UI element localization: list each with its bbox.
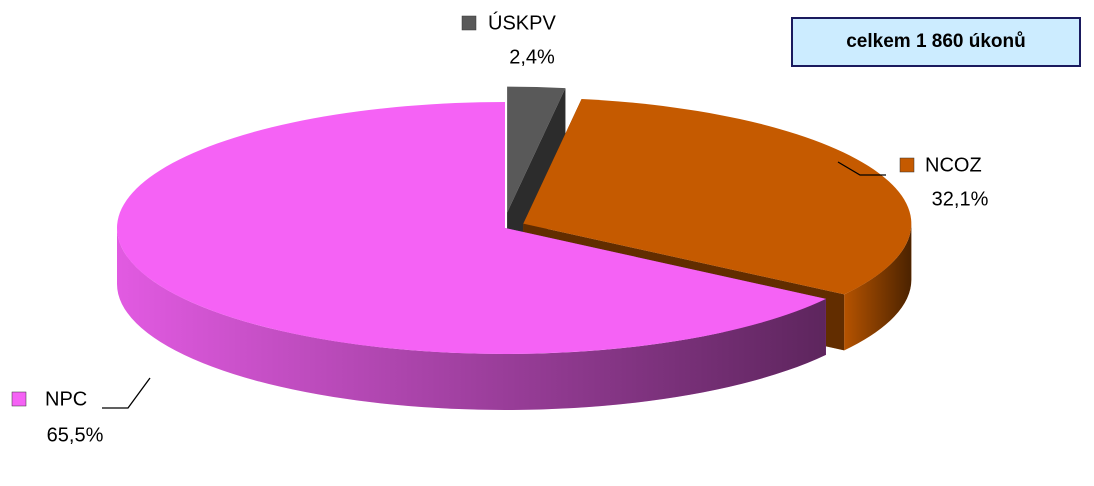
slice-label: NPC	[45, 388, 87, 410]
slice-label: ÚSKPV	[488, 11, 556, 34]
leader-line	[102, 377, 151, 409]
annotation-box	[791, 17, 1081, 67]
legend-swatch	[461, 15, 477, 31]
slice	[523, 99, 912, 295]
slice-wall-shade	[117, 228, 826, 411]
slice-side-shade	[507, 88, 566, 269]
labels: ÚSKPV 2,4% NCOZ 32,1% NPC 65,5%	[11, 11, 989, 446]
slice	[117, 102, 826, 354]
slice-label: NCOZ	[925, 154, 982, 176]
slice	[507, 86, 566, 213]
leader-line	[837, 161, 886, 176]
annotation: celkem 1 860 úkonů	[846, 31, 1026, 52]
legend-swatch	[11, 391, 27, 407]
value-label: 32,1%	[932, 188, 989, 210]
slice-wall-shade	[844, 223, 912, 351]
legend-swatch	[899, 157, 915, 173]
value-label: 2,4%	[509, 46, 555, 68]
value-label: 65,5%	[47, 424, 104, 446]
pie	[117, 86, 912, 411]
